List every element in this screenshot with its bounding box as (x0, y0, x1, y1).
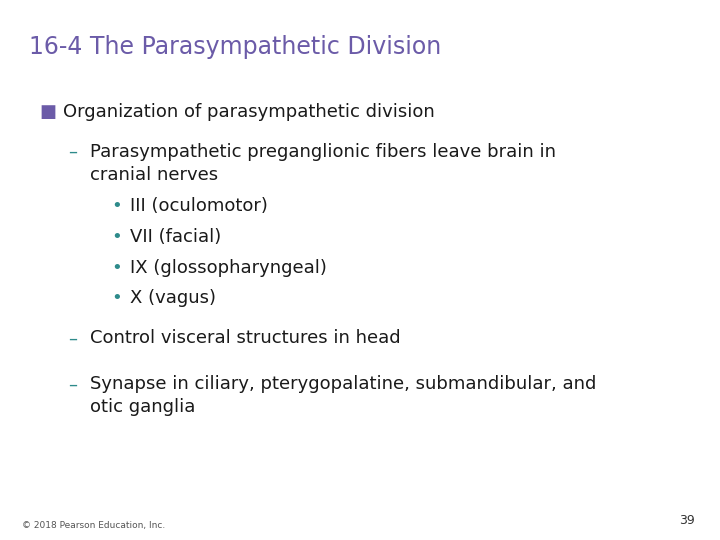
Text: •: • (112, 259, 122, 276)
Text: –: – (68, 375, 78, 393)
Text: Parasympathetic preganglionic fibers leave brain in
cranial nerves: Parasympathetic preganglionic fibers lea… (90, 143, 556, 184)
Text: Synapse in ciliary, pterygopalatine, submandibular, and
otic ganglia: Synapse in ciliary, pterygopalatine, sub… (90, 375, 596, 416)
Text: •: • (112, 228, 122, 246)
Text: ■: ■ (40, 103, 57, 120)
Text: © 2018 Pearson Education, Inc.: © 2018 Pearson Education, Inc. (22, 521, 165, 530)
Text: •: • (112, 289, 122, 307)
Text: –: – (68, 143, 78, 161)
Text: 39: 39 (679, 514, 695, 526)
Text: X (vagus): X (vagus) (130, 289, 216, 307)
Text: IX (glossopharyngeal): IX (glossopharyngeal) (130, 259, 327, 276)
Text: Control visceral structures in head: Control visceral structures in head (90, 329, 400, 347)
Text: Organization of parasympathetic division: Organization of parasympathetic division (63, 103, 434, 120)
Text: •: • (112, 197, 122, 215)
Text: III (oculomotor): III (oculomotor) (130, 197, 268, 215)
Text: VII (facial): VII (facial) (130, 228, 222, 246)
Text: –: – (68, 329, 78, 347)
Text: 16-4 The Parasympathetic Division: 16-4 The Parasympathetic Division (29, 35, 441, 59)
